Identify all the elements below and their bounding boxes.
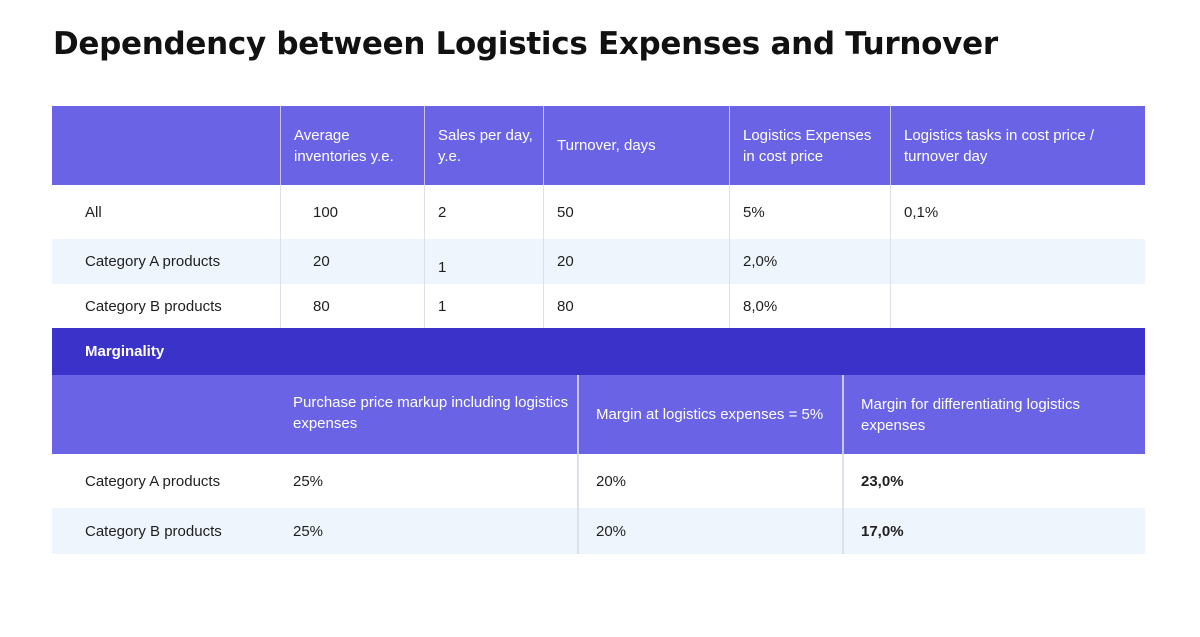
section-label: Marginality [85,343,165,360]
marginality-table: Purchase price markup including logistic… [52,375,1145,554]
table-row: All 100 2 50 5% 0,1% [52,185,1145,239]
cell-margin-differentiating: 17,0% [842,508,1145,554]
table-row: Category B products 80 1 80 8,0% [52,284,1145,328]
header-margin-at-logistics: Margin at logistics expenses = 5% [577,375,842,454]
cell-turnover-days: 80 [543,284,729,328]
cell-purchase-price-markup: 25% [293,472,324,490]
cell-sales-per-day: 1 [424,239,543,284]
header-purchase-price-markup: Purchase price markup including logistic… [293,393,569,432]
row-label: Category A products [85,472,221,490]
turnover-header-row: Average inventories y.e. Sales per day, … [52,106,1145,185]
row-label: Category A products [85,253,221,270]
cell-logistics-expenses: 2,0% [729,239,890,284]
page-title: Dependency between Logistics Expenses an… [53,26,998,62]
cell-turnover-days: 20 [543,239,729,284]
table-row: Category A products 25% 20% 23,0% [52,454,1145,508]
row-label: All [85,203,102,221]
cell-margin-differentiating: 23,0% [842,454,1145,508]
header-logistics-expenses: Logistics Expenses in cost price [729,106,890,185]
header-margin-differentiating: Margin for differentiating logistics exp… [842,375,1145,454]
row-label: Category B products [85,522,222,540]
marginality-header-corner [52,375,280,454]
cell-logistics-expenses: 5% [729,185,890,239]
turnover-header-corner [52,106,280,185]
marginality-header-row: Purchase price markup including logistic… [52,375,1145,454]
cell-sales-per-day: 1 [424,284,543,328]
cell-logistics-tasks [890,284,1145,328]
header-logistics-tasks: Logistics tasks in cost price / turnover… [890,106,1145,185]
cell-average-inventories: 80 [280,284,424,328]
cell-logistics-tasks [890,239,1145,284]
table-row: Category B products 25% 20% 17,0% [52,508,1145,554]
cell-logistics-tasks: 0,1% [890,185,1145,239]
row-label: Category B products [85,297,222,315]
table-row: Category A products 20 1 20 2,0% [52,239,1145,284]
header-sales-per-day: Sales per day, y.e. [424,106,543,185]
cell-logistics-expenses: 8,0% [729,284,890,328]
header-average-inventories: Average inventories y.e. [280,106,424,185]
cell-margin-at-logistics: 20% [577,508,842,554]
section-header-marginality: Marginality [52,328,1145,375]
cell-turnover-days: 50 [543,185,729,239]
cell-sales-per-day: 2 [424,185,543,239]
header-turnover-days: Turnover, days [543,106,729,185]
cell-average-inventories: 100 [280,185,424,239]
cell-margin-at-logistics: 20% [577,454,842,508]
turnover-table: Average inventories y.e. Sales per day, … [52,106,1145,328]
cell-purchase-price-markup: 25% [293,522,324,540]
cell-average-inventories: 20 [280,239,424,284]
